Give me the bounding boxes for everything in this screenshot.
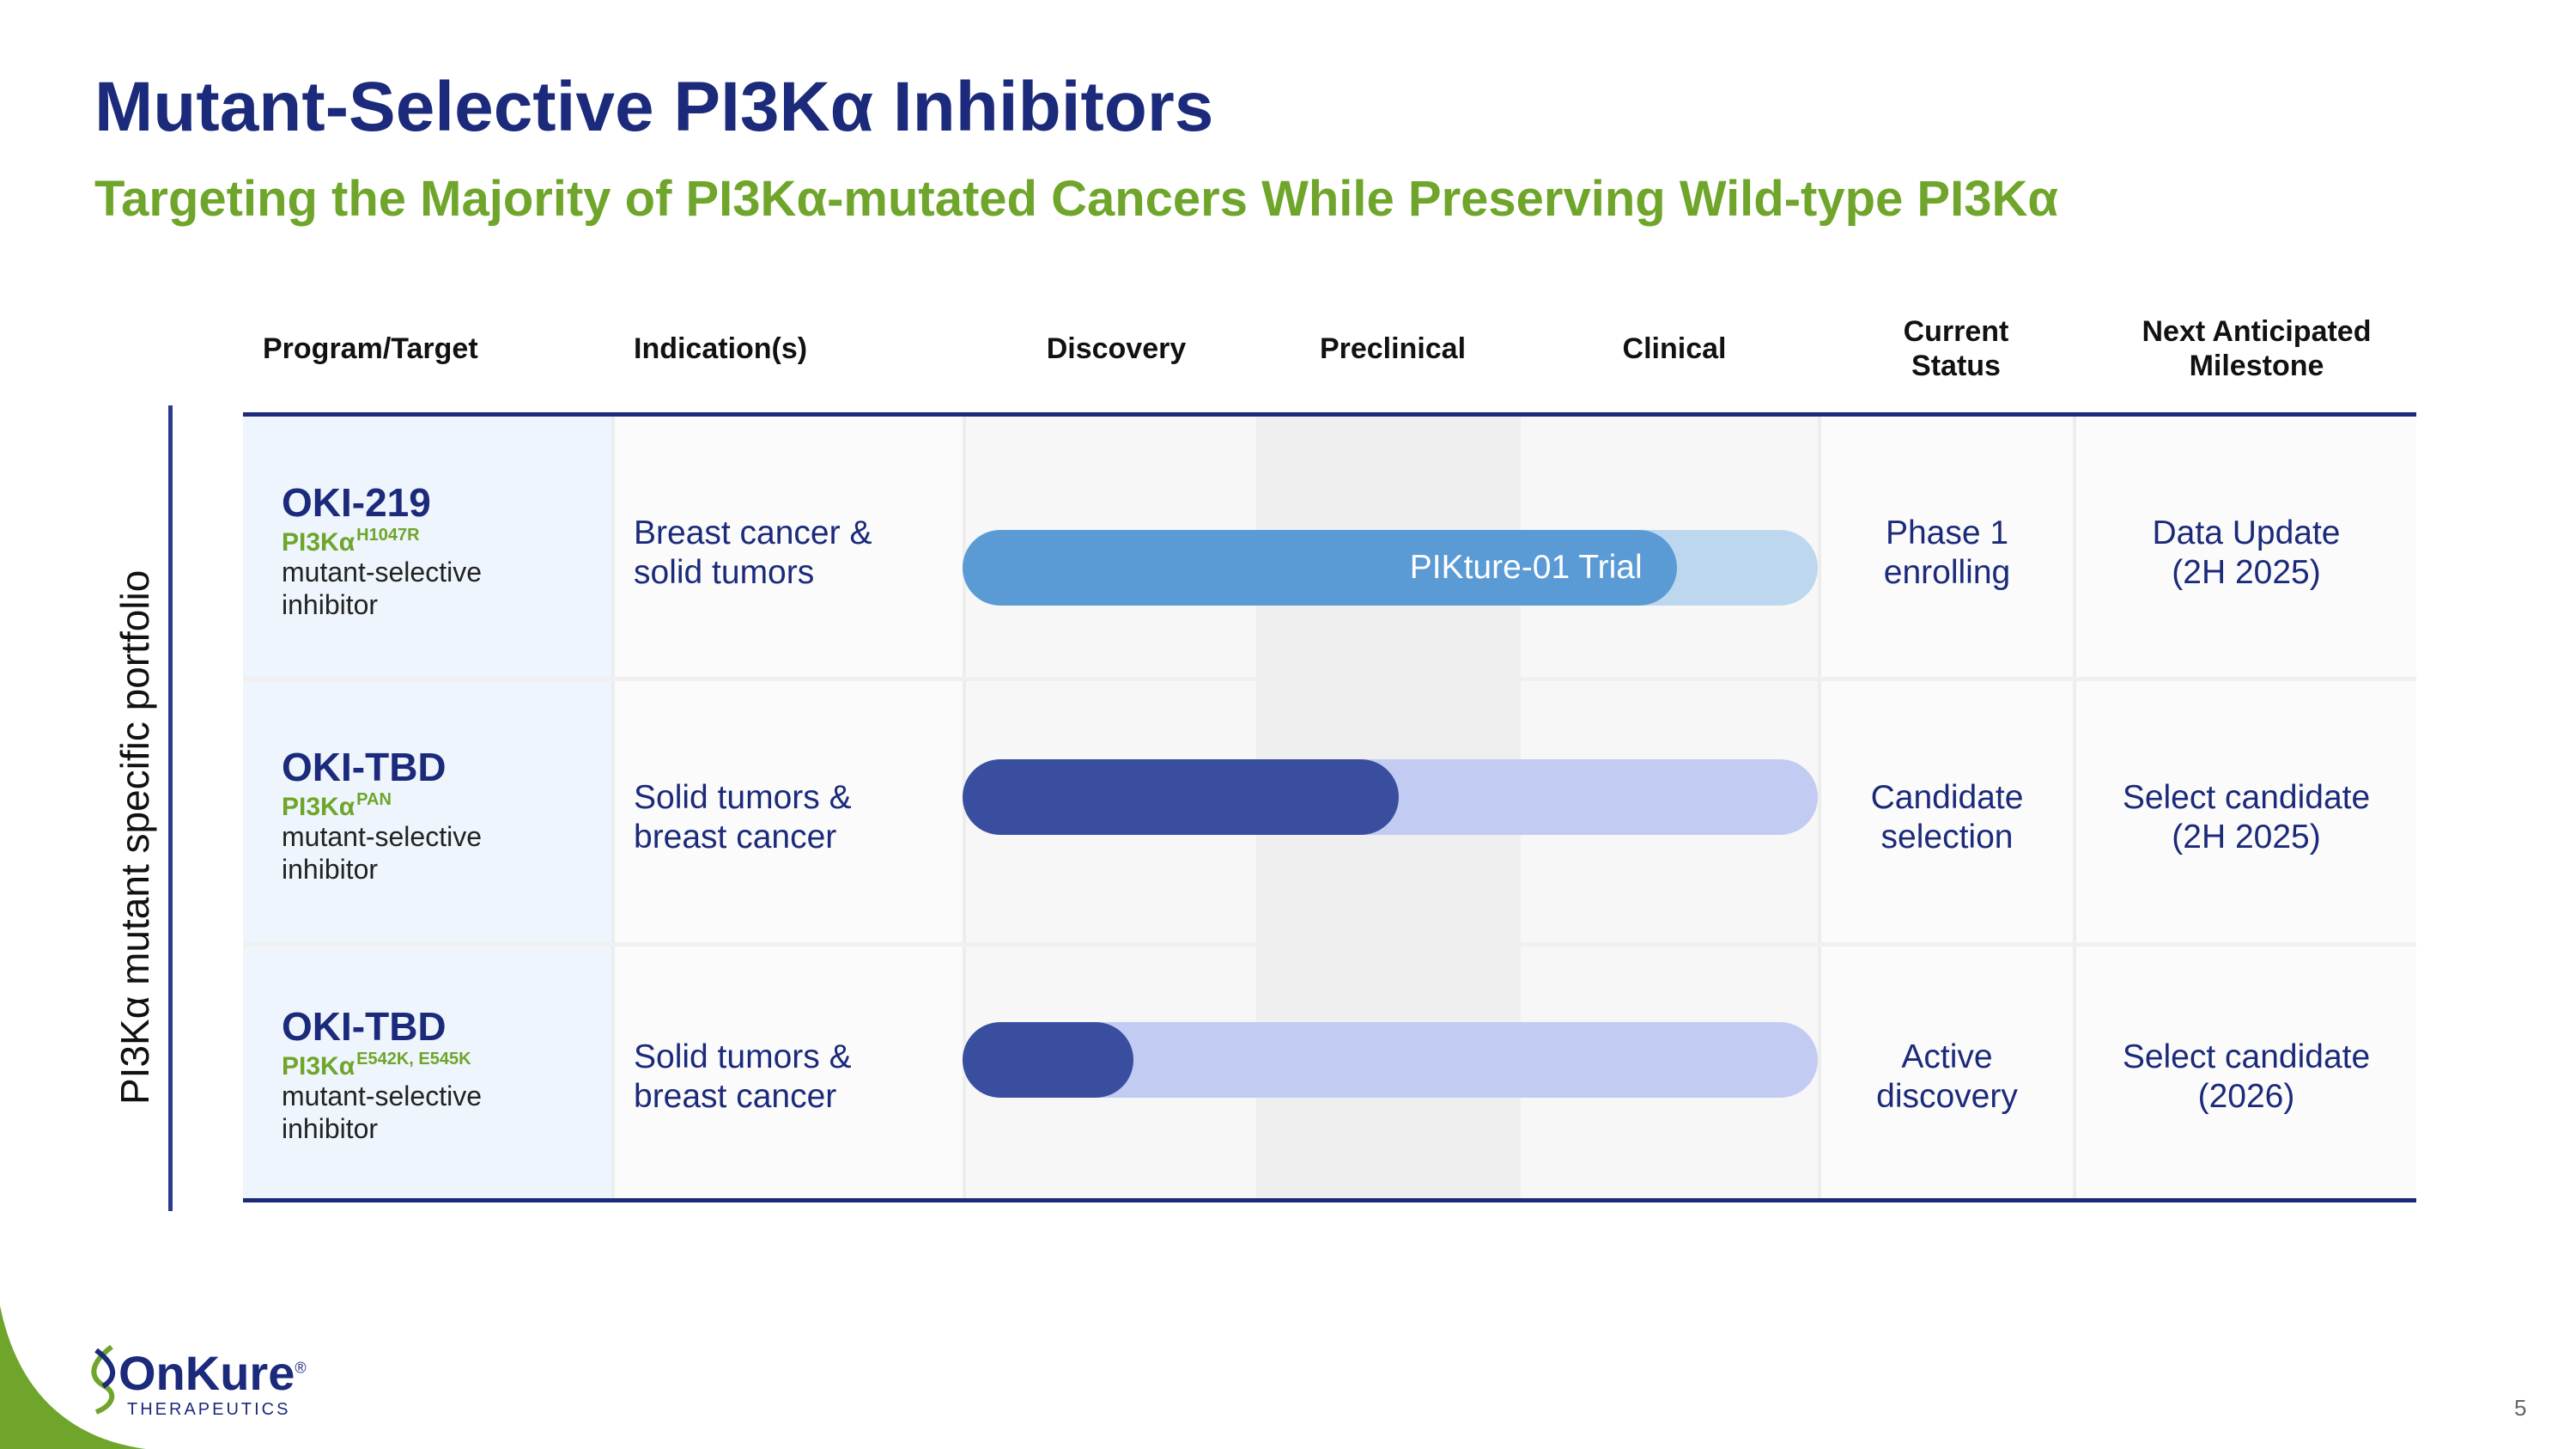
next-milestone: Data Update (2H 2025) <box>2152 514 2341 591</box>
current-status: Phase 1 enrolling <box>1883 514 2011 591</box>
logo-wordmark: OnKure® <box>118 1346 307 1400</box>
side-label: PI3Kα mutant specific portfolio <box>112 569 157 1105</box>
indication-column-band <box>614 417 966 1198</box>
program-description: mutant-selective inhibitor <box>282 557 482 620</box>
header-status-line1: Current <box>1903 315 2009 348</box>
header-discovery: Discovery <box>1046 332 1187 365</box>
page-title: Mutant-Selective PI3Kα Inhibitors <box>94 68 1214 146</box>
program-name: OKI-TBD <box>282 745 447 789</box>
status-column-band <box>1821 417 2416 1198</box>
header-preclinical: Preclinical <box>1319 332 1467 365</box>
table-bottom-rule <box>243 1198 2416 1202</box>
header-current-status: Current Status <box>1827 314 2085 383</box>
current-status: Candidate selection <box>1870 779 2024 855</box>
column-divider <box>1818 417 1821 1198</box>
column-divider <box>2073 417 2076 1198</box>
mutation-label: E542K, E545K <box>356 1050 471 1068</box>
current-status: Active discovery <box>1876 1038 2018 1115</box>
next-milestone: Select candidate (2H 2025) <box>2122 779 2371 855</box>
mutation-label: H1047R <box>356 526 420 545</box>
header-next-milestone: Next Anticipated Milestone <box>2085 314 2428 383</box>
dna-helix-icon <box>91 1344 115 1415</box>
side-divider <box>168 405 173 1211</box>
indication: Breast cancer & solid tumors <box>634 514 872 591</box>
page-number: 5 <box>2514 1395 2527 1421</box>
progress-fill <box>963 759 1399 835</box>
program-name: OKI-219 <box>282 480 431 525</box>
progress-track <box>963 1022 1818 1098</box>
program-target: PI3Kα PAN <box>282 790 392 821</box>
program-target: PI3Kα H1047R <box>282 526 420 557</box>
progress-fill <box>963 1022 1134 1098</box>
program-description: mutant-selective inhibitor <box>282 1081 482 1144</box>
program-column-band <box>243 417 614 1198</box>
corner-decoration <box>0 1306 146 1449</box>
page-subtitle: Targeting the Majority of PI3Kα-mutated … <box>94 171 2059 227</box>
indication: Solid tumors & breast cancer <box>634 1038 852 1115</box>
header-milestone-line1: Next Anticipated <box>2142 315 2372 348</box>
header-milestone-line2: Milestone <box>2189 350 2324 382</box>
indication: Solid tumors & breast cancer <box>634 779 852 855</box>
header-indication: Indication(s) <box>634 332 808 365</box>
header-clinical: Clinical <box>1622 332 1727 365</box>
progress-fill: PIKture-01 Trial <box>963 530 1677 606</box>
logo-subtitle: THERAPEUTICS <box>127 1400 291 1419</box>
progress-track: PIKture-01 Trial <box>963 530 1818 606</box>
program-target: PI3Kα E542K, E545K <box>282 1050 471 1081</box>
trial-label: PIKture-01 Trial <box>1409 549 1643 586</box>
header-program: Program/Target <box>263 332 478 365</box>
row-divider <box>243 942 2416 947</box>
table-top-rule <box>243 412 2416 417</box>
progress-track <box>963 759 1818 835</box>
mutation-label: PAN <box>356 790 392 809</box>
row-divider <box>243 677 2416 681</box>
next-milestone: Select candidate (2026) <box>2122 1038 2371 1115</box>
column-divider <box>611 417 615 1198</box>
header-status-line2: Status <box>1911 350 2001 382</box>
program-name: OKI-TBD <box>282 1004 447 1049</box>
program-description: mutant-selective inhibitor <box>282 821 482 885</box>
